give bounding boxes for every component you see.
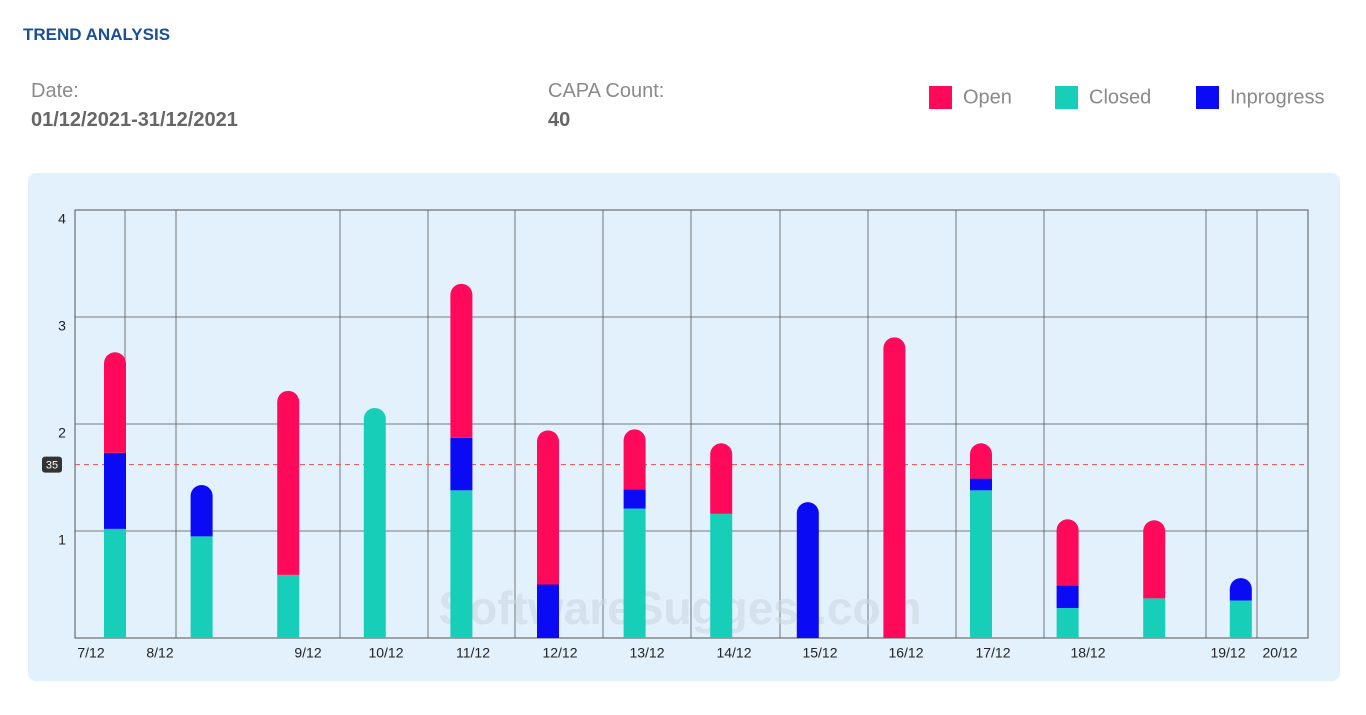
- x-tick-label: 13/12: [629, 645, 664, 661]
- bar-segment: [970, 478, 992, 491]
- bar-segment: [623, 429, 646, 490]
- chart-panel: [28, 173, 1340, 681]
- x-tick-label: 8/12: [146, 645, 173, 661]
- reference-badge: [42, 456, 62, 473]
- bar-segment: [883, 337, 906, 638]
- y-tick-label: 3: [58, 318, 66, 334]
- x-tick-label: 15/12: [802, 645, 837, 661]
- bar-segment: [1229, 578, 1252, 601]
- watermark: SoftwareSuggest.com: [438, 582, 921, 634]
- bar-segment: [104, 528, 126, 638]
- y-tick-label: 4: [58, 211, 66, 227]
- count-label: CAPA Count:: [548, 80, 665, 102]
- bar-segment: [970, 443, 992, 479]
- bar-segment: [450, 437, 473, 491]
- bar-segment: [190, 484, 213, 537]
- x-tick-label: 7/12: [77, 645, 104, 661]
- count-value: 40: [548, 109, 571, 131]
- bar-segment: [1229, 600, 1252, 638]
- bar-segment: [1143, 598, 1166, 638]
- date-label: Date:: [31, 80, 79, 102]
- legend-label: Closed: [1089, 86, 1151, 108]
- x-tick-label: 17/12: [975, 645, 1010, 661]
- y-tick-label: 2: [58, 425, 66, 441]
- bar-segment: [970, 490, 992, 638]
- bar-segment: [796, 502, 819, 638]
- bar-segment: [623, 508, 646, 638]
- legend-label: Open: [963, 86, 1012, 108]
- page-title: TREND ANALYSIS: [23, 25, 171, 44]
- bar-segment: [710, 443, 733, 514]
- x-tick-label: 14/12: [716, 645, 751, 661]
- date-value: 01/12/2021-31/12/2021: [31, 109, 238, 131]
- bar-segment: [710, 513, 733, 638]
- x-tick-label: 10/12: [368, 645, 403, 661]
- x-tick-label: 16/12: [888, 645, 923, 661]
- bar-segment: [1143, 520, 1166, 599]
- bar-segment: [450, 490, 473, 638]
- bar-segment: [450, 283, 473, 438]
- y-tick-label: 1: [58, 532, 66, 548]
- x-tick-label: 12/12: [542, 645, 577, 661]
- bar-segment: [537, 430, 559, 585]
- bar-segment: [1056, 608, 1079, 638]
- bar-segment: [190, 536, 213, 638]
- bar-segment: [363, 407, 386, 638]
- legend-swatch: [1196, 86, 1219, 109]
- legend-swatch: [929, 86, 952, 109]
- bar-segment: [104, 452, 126, 529]
- bar-segment: [1056, 585, 1079, 609]
- reference-label: 35: [46, 460, 58, 472]
- bar-segment: [277, 574, 300, 638]
- x-tick-label: 20/12: [1262, 645, 1297, 661]
- x-tick-label: 11/12: [456, 645, 490, 661]
- x-tick-label: 18/12: [1070, 645, 1105, 661]
- bar-segment: [623, 489, 646, 509]
- legend-swatch: [1055, 86, 1078, 109]
- bar-segment: [277, 390, 300, 575]
- legend-label: Inprogress: [1230, 86, 1325, 108]
- x-tick-label: 19/12: [1210, 645, 1245, 661]
- bar-segment: [537, 584, 559, 638]
- bar-segment: [1056, 519, 1079, 586]
- bar-segment: [104, 352, 126, 453]
- x-tick-label: 9/12: [294, 645, 321, 661]
